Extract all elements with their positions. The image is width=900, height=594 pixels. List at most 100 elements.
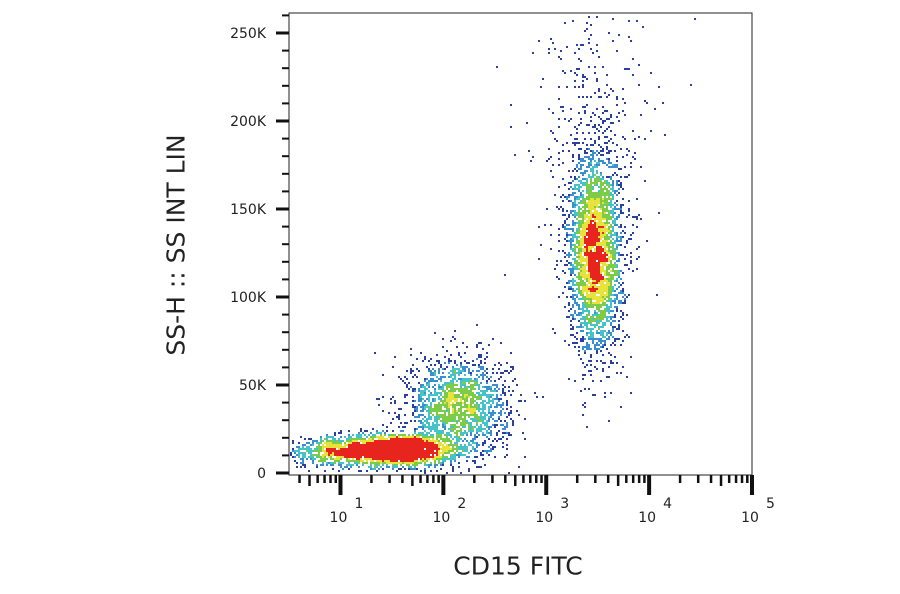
- event-dot: [444, 440, 446, 442]
- event-dot: [326, 434, 328, 436]
- event-dot: [606, 188, 608, 190]
- event-dot: [586, 280, 588, 282]
- event-dot: [438, 436, 440, 438]
- event-dot: [476, 396, 478, 398]
- event-dot: [484, 400, 486, 402]
- event-dot: [602, 340, 604, 342]
- event-dot: [298, 448, 300, 450]
- event-dot: [506, 402, 508, 404]
- event-dot: [586, 184, 588, 186]
- event-dot: [586, 244, 588, 246]
- event-dot: [578, 156, 580, 158]
- event-dot: [594, 314, 596, 316]
- event-dot: [588, 202, 590, 204]
- event-dot: [448, 360, 450, 362]
- event-dot: [406, 452, 408, 454]
- event-dot: [638, 256, 640, 258]
- event-dot: [456, 444, 458, 446]
- event-dot: [580, 326, 582, 328]
- event-dot: [308, 448, 310, 450]
- event-dot: [388, 448, 390, 450]
- event-dot: [440, 398, 442, 400]
- event-dot: [452, 410, 454, 412]
- event-dot: [436, 418, 438, 420]
- event-dot: [454, 442, 456, 444]
- event-dot: [620, 284, 622, 286]
- event-dot: [574, 178, 576, 180]
- event-dot: [484, 408, 486, 410]
- event-dot: [590, 252, 592, 254]
- event-dot: [574, 232, 576, 234]
- event-dot: [430, 440, 432, 442]
- event-dot: [574, 212, 576, 214]
- event-dot: [590, 324, 592, 326]
- event-dot: [322, 458, 324, 460]
- event-dot: [420, 386, 422, 388]
- event-dot: [590, 240, 592, 242]
- event-dot: [582, 250, 584, 252]
- event-dot: [606, 284, 608, 286]
- event-dot: [614, 150, 616, 152]
- event-dot: [396, 446, 398, 448]
- event-dot: [474, 404, 476, 406]
- event-dot: [382, 468, 384, 470]
- event-dot: [582, 260, 584, 262]
- event-dot: [476, 324, 478, 326]
- event-dot: [488, 388, 490, 390]
- event-dot: [416, 428, 418, 430]
- event-dot: [608, 420, 610, 422]
- event-dot: [620, 302, 622, 304]
- event-dot: [598, 152, 600, 154]
- event-dot: [480, 416, 482, 418]
- event-dot: [344, 466, 346, 468]
- event-dot: [586, 104, 588, 106]
- event-dot: [590, 338, 592, 340]
- event-dot: [618, 272, 620, 274]
- event-dot: [584, 234, 586, 236]
- event-dot: [380, 438, 382, 440]
- event-dot: [454, 412, 456, 414]
- event-dot: [478, 416, 480, 418]
- event-dot: [444, 398, 446, 400]
- event-dot: [574, 216, 576, 218]
- event-dot: [610, 230, 612, 232]
- event-dot: [360, 470, 362, 472]
- event-dot: [442, 464, 444, 466]
- event-dot: [294, 452, 296, 454]
- event-dot: [392, 442, 394, 444]
- event-dot: [438, 458, 440, 460]
- event-dot: [304, 448, 306, 450]
- event-dot: [588, 310, 590, 312]
- event-dot: [442, 448, 444, 450]
- event-dot: [398, 426, 400, 428]
- event-dot: [328, 456, 330, 458]
- event-dot: [586, 342, 588, 344]
- event-dot: [598, 266, 600, 268]
- event-dot: [598, 214, 600, 216]
- event-dot: [374, 436, 376, 438]
- event-dot: [422, 444, 424, 446]
- event-dot: [594, 184, 596, 186]
- event-dot: [590, 258, 592, 260]
- event-dot: [604, 218, 606, 220]
- event-dot: [476, 450, 478, 452]
- event-dot: [346, 440, 348, 442]
- event-dot: [420, 440, 422, 442]
- event-dot: [578, 154, 580, 156]
- event-dot: [436, 360, 438, 362]
- event-dot: [590, 300, 592, 302]
- event-dot: [604, 304, 606, 306]
- event-dot: [362, 432, 364, 434]
- event-dot: [312, 444, 314, 446]
- event-dot: [456, 372, 458, 374]
- event-dot: [466, 422, 468, 424]
- event-dot: [524, 418, 526, 420]
- event-dot: [382, 446, 384, 448]
- event-dot: [412, 434, 414, 436]
- event-dot: [494, 388, 496, 390]
- event-dot: [448, 410, 450, 412]
- event-dot: [590, 150, 592, 152]
- event-dot: [604, 254, 606, 256]
- event-dot: [412, 462, 414, 464]
- event-dot: [366, 452, 368, 454]
